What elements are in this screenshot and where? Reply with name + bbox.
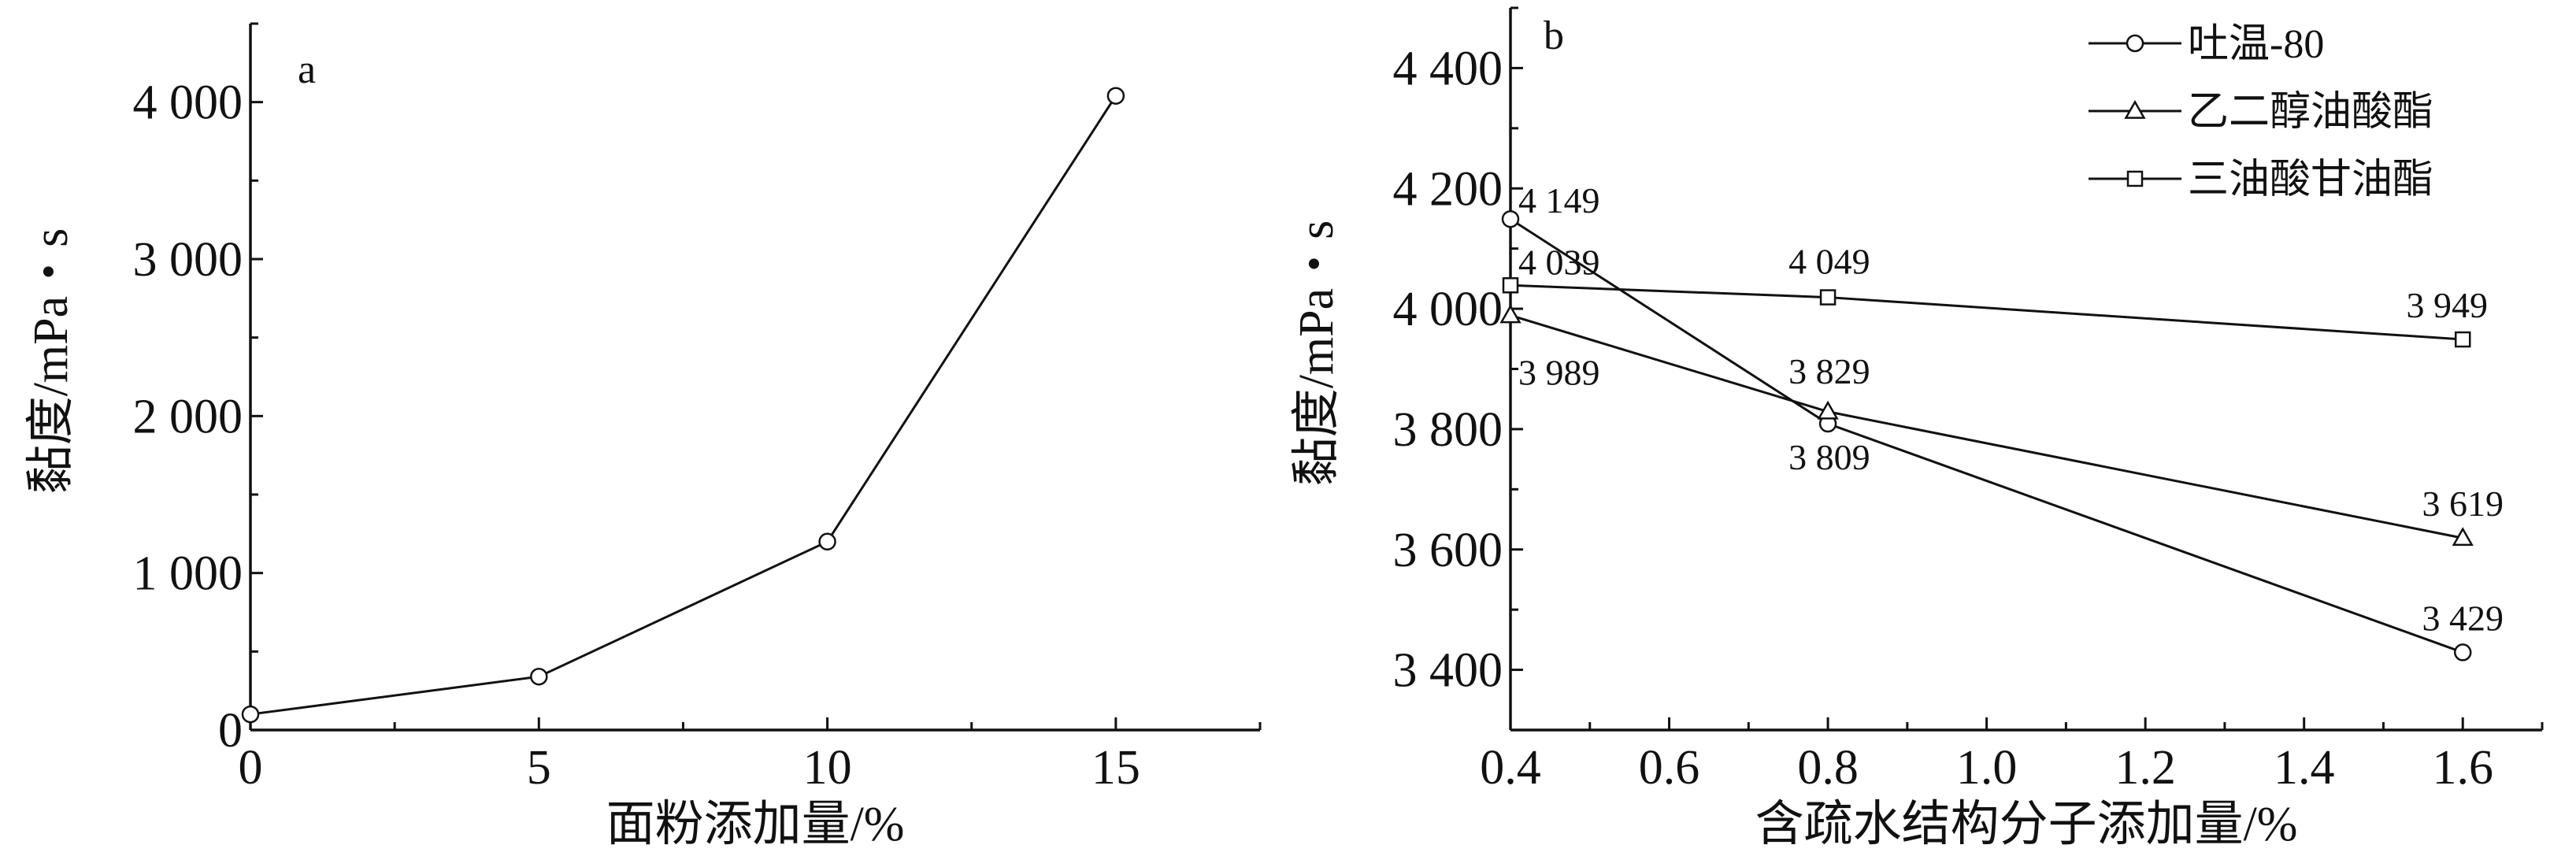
data-point-triangle — [2452, 527, 2474, 547]
series-line — [1510, 314, 2463, 539]
y-axis-label: 黏度/mPa・s — [24, 228, 78, 495]
legend-entry: 三油酸甘油酯 — [2188, 157, 2433, 202]
x-tick-label: 1.6 — [2432, 741, 2493, 795]
series-line — [250, 94, 1118, 716]
data-label: 3 949 — [2406, 285, 2488, 325]
x-axis-label: 含疏水结构分子添加量/% — [1755, 798, 2298, 851]
data-label: 4 049 — [1788, 242, 1870, 282]
y-axis-label: 黏度/mPa・s — [1290, 220, 1344, 487]
y-tick-label: 3 000 — [133, 233, 243, 287]
data-point-square — [1819, 289, 1837, 306]
y-tick-label: 4 200 — [1393, 162, 1503, 216]
series-乙二醇油酸酯: 3 989 3 829 3 619 — [1499, 304, 2504, 547]
legend-entry: 吐温-80 — [2188, 22, 2324, 67]
data-label: 3 619 — [2422, 484, 2504, 524]
data-label: 4 149 — [1518, 180, 1600, 220]
x-tick-label: 1.0 — [1956, 741, 2018, 795]
x-tick-label: 0.8 — [1797, 741, 1859, 795]
legend-marker-square — [2126, 170, 2144, 187]
x-tick-label: 1.4 — [2274, 741, 2335, 795]
series-吐温-80: 4 149 3 809 3 429 — [1501, 180, 2504, 661]
panel-label: b — [1544, 13, 1564, 58]
y-tick-label: 4 000 — [1393, 283, 1503, 336]
y-tick-label: 4 000 — [133, 76, 243, 130]
data-label: 3 809 — [1788, 437, 1870, 477]
legend-marker-circle — [2126, 34, 2144, 53]
legend-entry: 乙二醇油酸酯 — [2188, 90, 2433, 135]
data-point-circle — [241, 705, 260, 724]
series-三油酸甘油酯: 4 039 4 049 3 949 — [1502, 242, 2488, 348]
x-tick-label: 1.2 — [2115, 741, 2176, 795]
data-point-circle — [1501, 209, 1520, 228]
data-point-square — [2454, 331, 2471, 348]
legend-marker-triangle — [2124, 99, 2146, 119]
chart-panel-a: 0 5 10 15 0 1 000 2 000 3 000 4 000 面粉添加量/% 黏度/mPa… — [24, 22, 1262, 851]
x-axis-label: 面粉添加量/% — [606, 798, 905, 851]
data-label: 4 039 — [1518, 242, 1600, 282]
x-tick-label: 15 — [1092, 741, 1140, 795]
y-tick-label: 1 000 — [133, 547, 243, 601]
y-tick-label: 3 800 — [1393, 403, 1503, 457]
data-label: 3 989 — [1518, 352, 1600, 392]
data-point-triangle — [1499, 304, 1522, 324]
y-tick-label: 4 400 — [1393, 42, 1503, 95]
x-tick-label: 0.4 — [1480, 741, 1541, 795]
panel-label: a — [298, 47, 316, 92]
data-point-triangle — [1817, 400, 1839, 420]
data-label: 3 429 — [2422, 598, 2504, 638]
y-tick-label: 3 600 — [1393, 524, 1503, 577]
data-label: 3 829 — [1788, 351, 1870, 391]
data-point-square — [1502, 277, 1519, 294]
x-tick-label: 0.6 — [1639, 741, 1700, 795]
y-tick-label: 3 400 — [1393, 644, 1503, 698]
chart-panel-b: 0.4 0.6 0.8 1.0 1.2 1.4 1.6 3 400 3 600 3 800 4 00… — [1290, 6, 2544, 851]
y-tick-label: 2 000 — [133, 390, 243, 443]
x-tick-label: 5 — [527, 741, 551, 795]
data-point-circle — [818, 532, 836, 551]
data-point-circle — [1106, 87, 1125, 105]
series-line — [1510, 217, 2463, 654]
series-line-0 — [241, 87, 1125, 724]
x-tick-label: 10 — [803, 741, 852, 795]
data-point-circle — [530, 667, 548, 686]
x-tick-label: 0 — [239, 741, 263, 795]
data-point-circle — [2453, 643, 2472, 661]
y-tick-label: 0 — [218, 704, 243, 758]
